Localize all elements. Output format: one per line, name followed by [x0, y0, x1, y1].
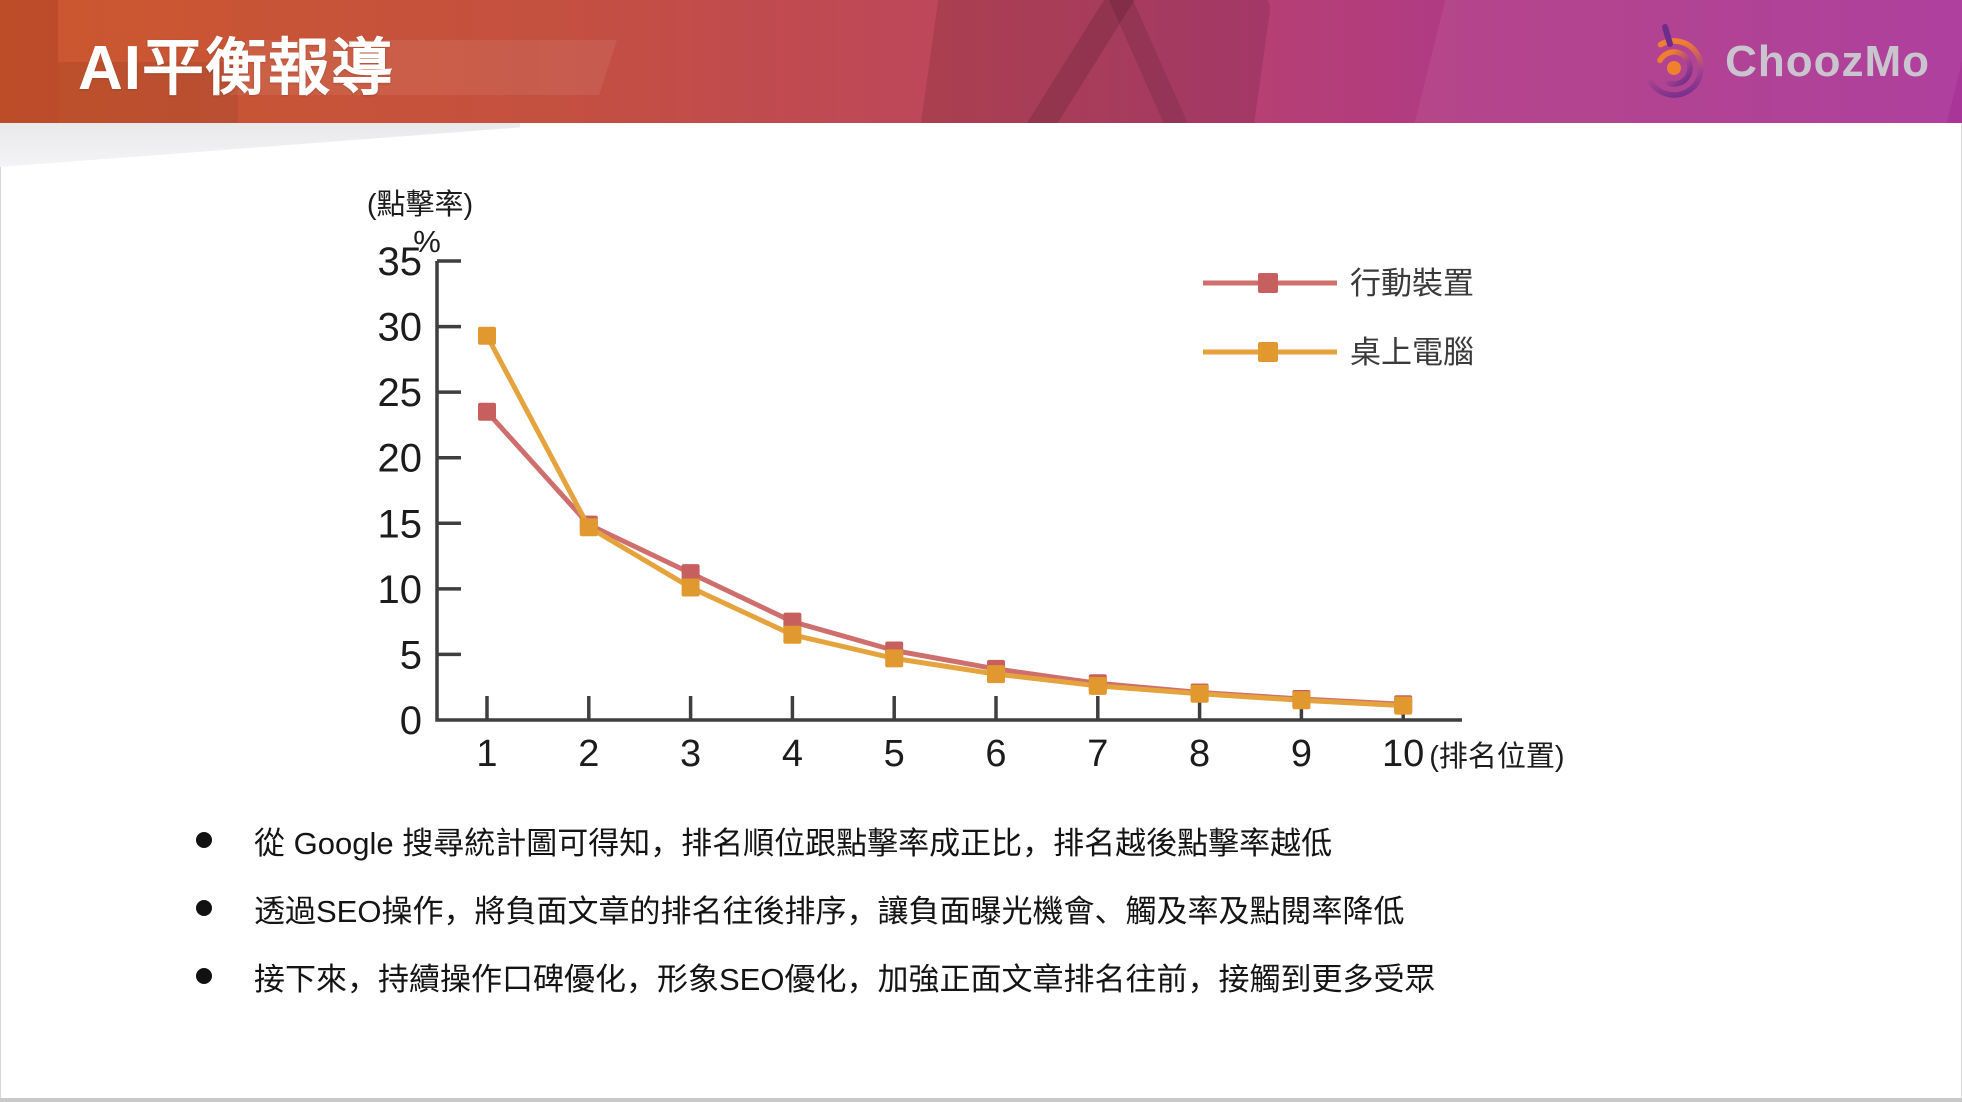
x-tick-label: 1 — [476, 733, 497, 775]
list-item: 接下來，持續操作口碑優化，形象SEO優化，加強正面文章排名往前，接觸到更多受眾 — [196, 942, 1435, 1010]
x-tick-label: 9 — [1291, 733, 1312, 775]
y-tick-label: 20 — [378, 437, 423, 481]
y-tick-label: 5 — [400, 633, 422, 677]
x-tick-label: 2 — [578, 733, 599, 775]
x-axis-title: (排名位置) — [1429, 740, 1564, 773]
x-tick-label: 6 — [985, 733, 1006, 775]
series-marker — [1292, 691, 1311, 710]
x-tick-label: 4 — [782, 733, 803, 775]
series-marker — [885, 649, 904, 668]
choozmo-logo-icon — [1644, 23, 1704, 98]
x-tick-label: 5 — [884, 733, 905, 775]
brand-logo: ChoozMo — [1637, 0, 1930, 123]
series-marker — [681, 578, 700, 597]
bullet-dot-icon — [196, 900, 212, 916]
series-marker — [579, 518, 598, 537]
chart-axes — [435, 261, 1462, 722]
y-tick-label: 15 — [378, 502, 423, 546]
legend-label: 桌上電腦 — [1350, 335, 1474, 370]
x-tick-label: 3 — [680, 733, 701, 775]
key-points-list: 從 Google 搜尋統計圖可得知，排名順位跟點擊率成正比，排名越後點擊率越低 … — [196, 806, 1435, 1010]
bullet-text: 從 Google 搜尋統計圖可得知，排名順位跟點擊率成正比，排名越後點擊率越低 — [254, 825, 1333, 861]
legend-label: 行動裝置 — [1350, 266, 1474, 301]
series-line-1 — [484, 334, 1404, 709]
page-title: AI平衡報導 — [78, 33, 395, 103]
y-axis-unit: % — [413, 224, 441, 259]
y-tick-label: 25 — [378, 371, 423, 415]
y-axis-title: (點擊率) — [367, 188, 473, 221]
series-marker — [681, 564, 700, 583]
list-item: 透過SEO操作，將負面文章的排名往後排序，讓負面曝光機會、觸及率及點閱率降低 — [196, 874, 1435, 942]
series-marker — [987, 665, 1005, 684]
legend-marker — [1258, 273, 1278, 293]
legend-marker — [1258, 342, 1278, 362]
series-marker — [478, 402, 496, 421]
x-tick-label: 7 — [1087, 733, 1108, 775]
series-marker — [1088, 676, 1107, 695]
y-tick-label: 10 — [378, 568, 423, 612]
y-tick-label: 0 — [400, 699, 422, 743]
bullet-text: 接下來，持續操作口碑優化，形象SEO優化，加強正面文章排名往前，接觸到更多受眾 — [254, 961, 1436, 997]
bullet-dot-icon — [196, 968, 212, 984]
series-marker — [478, 326, 496, 345]
series-line-0 — [485, 410, 1404, 707]
list-item: 從 Google 搜尋統計圖可得知，排名順位跟點擊率成正比，排名越後點擊率越低 — [196, 806, 1435, 874]
x-tick-label: 10 — [1382, 733, 1424, 775]
y-tick-label: 35 — [378, 240, 423, 284]
brand-logo-text: ChoozMo — [1725, 36, 1930, 86]
bullet-text: 透過SEO操作，將負面文章的排名往後排序，讓負面曝光機會、觸及率及點閱率降低 — [254, 893, 1405, 929]
series-marker — [1394, 696, 1413, 715]
y-tick-label: 30 — [378, 306, 423, 350]
bullet-dot-icon — [196, 832, 212, 848]
series-marker — [1190, 684, 1209, 703]
series-marker — [783, 625, 802, 644]
x-tick-label: 8 — [1189, 733, 1210, 775]
